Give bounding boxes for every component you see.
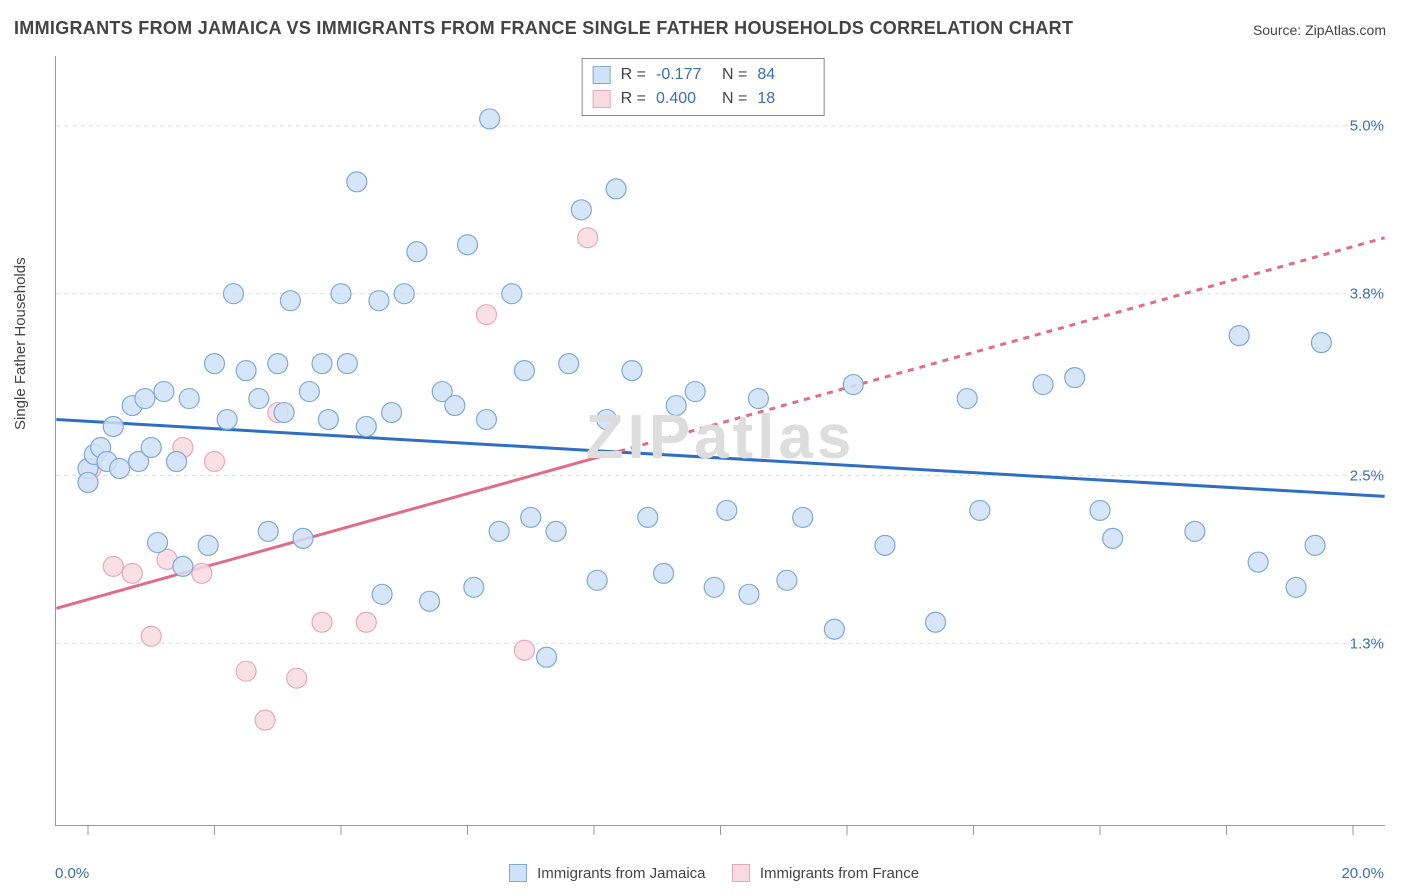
stats-legend-box: R = -0.177 N = 84 R = 0.400 N = 18 <box>582 58 825 116</box>
y-axis-label: Single Father Households <box>12 257 29 430</box>
plot-area: ZIPatlas <box>55 56 1385 826</box>
y-tick-label: 3.8% <box>1350 286 1384 303</box>
swatch-jamaica-icon <box>593 66 611 84</box>
y-tick-label: 1.3% <box>1350 636 1384 653</box>
stats-r-label: R = <box>621 87 646 111</box>
stats-row-jamaica: R = -0.177 N = 84 <box>593 63 814 87</box>
stats-n-value-jamaica: 84 <box>757 63 813 87</box>
legend-swatch-jamaica-icon <box>509 864 527 882</box>
legend-label-france: Immigrants from France <box>760 865 919 882</box>
y-tick-label: 2.5% <box>1350 468 1384 485</box>
stats-r-value-france: 0.400 <box>656 87 712 111</box>
legend-label-jamaica: Immigrants from Jamaica <box>537 865 705 882</box>
stats-n-value-france: 18 <box>757 87 813 111</box>
y-tick-label: 5.0% <box>1350 118 1384 135</box>
legend-swatch-france-icon <box>732 864 750 882</box>
stats-r-value-jamaica: -0.177 <box>656 63 712 87</box>
stats-r-label: R = <box>621 63 646 87</box>
scatter-chart-svg <box>56 56 1385 825</box>
swatch-france-icon <box>593 90 611 108</box>
bottom-legend: Immigrants from Jamaica Immigrants from … <box>0 864 1406 882</box>
stats-n-label: N = <box>722 63 747 87</box>
chart-container: IMMIGRANTS FROM JAMAICA VS IMMIGRANTS FR… <box>0 0 1406 892</box>
stats-row-france: R = 0.400 N = 18 <box>593 87 814 111</box>
stats-n-label: N = <box>722 87 747 111</box>
chart-title: IMMIGRANTS FROM JAMAICA VS IMMIGRANTS FR… <box>14 18 1073 39</box>
source-label: Source: ZipAtlas.com <box>1253 22 1386 38</box>
